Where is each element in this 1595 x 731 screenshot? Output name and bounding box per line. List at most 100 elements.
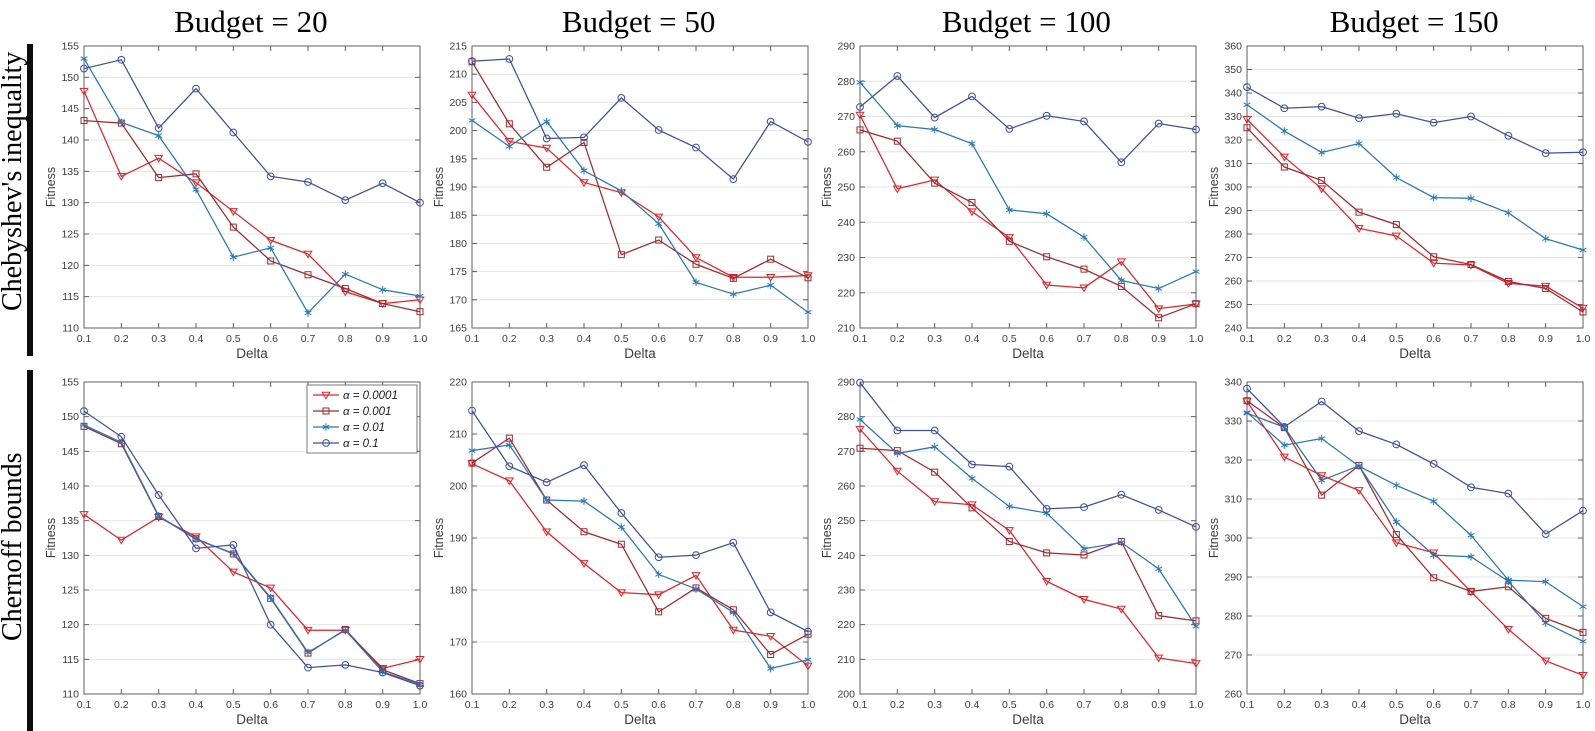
chart-title-budget-50: Budget = 50 bbox=[561, 4, 716, 39]
x-axis-label: Delta bbox=[236, 346, 268, 361]
series-line bbox=[468, 116, 812, 317]
spacer bbox=[820, 362, 1208, 376]
x-axis-label: Delta bbox=[624, 346, 656, 361]
svg-text:0.2: 0.2 bbox=[502, 699, 517, 711]
svg-text:210: 210 bbox=[449, 69, 467, 81]
svg-text:130: 130 bbox=[61, 197, 79, 209]
svg-text:0.2: 0.2 bbox=[114, 699, 129, 711]
svg-text:160: 160 bbox=[449, 689, 467, 701]
chart-title-budget-20: Budget = 20 bbox=[174, 4, 328, 39]
series-line bbox=[80, 421, 424, 689]
svg-text:0.6: 0.6 bbox=[1427, 333, 1442, 345]
x-axis-label: Delta bbox=[1012, 712, 1044, 727]
svg-text:0.1: 0.1 bbox=[77, 333, 92, 345]
svg-text:0.3: 0.3 bbox=[927, 699, 942, 711]
series-line bbox=[1242, 116, 1588, 313]
plot-chernoff-budget-20: 0.1 0.2 0.3 0.4 0.5 0.6 0.7 0.8 0.9 1.0 110 115 120 1… bbox=[44, 376, 432, 728]
plot-chernoff-budget-100: 0.1 0.2 0.3 0.4 0.5 0.6 0.7 0.8 0.9 1.0 200 210 220 2… bbox=[820, 376, 1208, 728]
svg-text:230: 230 bbox=[837, 585, 855, 597]
y-axis-label: Fitness bbox=[1207, 167, 1221, 207]
svg-text:0.3: 0.3 bbox=[151, 699, 166, 711]
svg-text:1.0: 1.0 bbox=[413, 699, 428, 711]
series-line bbox=[80, 55, 424, 207]
svg-text:0.5: 0.5 bbox=[226, 699, 241, 711]
svg-text:140: 140 bbox=[61, 135, 79, 147]
chart-chebyshev-budget-150: Budget = 150 0.1 0.2 0.3 0.4 0.5 0.6 0.7 0.8 0.9… bbox=[1207, 0, 1595, 362]
svg-text:0.8: 0.8 bbox=[726, 699, 741, 711]
svg-text:0.4: 0.4 bbox=[1352, 333, 1367, 345]
row-label-gutter: Chebyshev's inequality Chernoff bounds bbox=[0, 0, 44, 731]
series-line bbox=[1243, 397, 1587, 636]
y-axis-label: Fitness bbox=[432, 167, 446, 207]
plot-canvas: 0.1 0.2 0.3 0.4 0.5 0.6 0.7 0.8 0.9 1.0 210 220 230 2… bbox=[820, 41, 1203, 362]
svg-text:220: 220 bbox=[837, 287, 855, 299]
svg-text:270: 270 bbox=[1225, 650, 1243, 662]
chart-chebyshev-budget-20: Budget = 20 0.1 0.2 0.3 0.4 0.5 0.6 0.7 0.8 0.9 1… bbox=[44, 0, 432, 362]
series-line bbox=[1243, 408, 1587, 611]
svg-text:200: 200 bbox=[449, 481, 467, 493]
svg-text:290: 290 bbox=[1225, 572, 1243, 584]
svg-text:0.8: 0.8 bbox=[338, 699, 353, 711]
svg-text:0.6: 0.6 bbox=[1039, 333, 1054, 345]
legend-item-label: α = 0.001 bbox=[343, 406, 391, 418]
svg-text:0.4: 0.4 bbox=[964, 333, 979, 345]
svg-text:145: 145 bbox=[61, 103, 79, 115]
plot-chebyshev-budget-20: 0.1 0.2 0.3 0.4 0.5 0.6 0.7 0.8 0.9 1.0 110 115 120 1… bbox=[44, 40, 432, 362]
y-axis-label: Fitness bbox=[820, 518, 834, 558]
svg-text:280: 280 bbox=[1225, 611, 1243, 623]
row-rule-top bbox=[27, 44, 33, 356]
chart-title-budget-100: Budget = 100 bbox=[941, 4, 1111, 39]
x-axis-label: Delta bbox=[1399, 346, 1431, 361]
row-label-chebyshev-cell: Chebyshev's inequality bbox=[0, 0, 44, 362]
svg-text:0.4: 0.4 bbox=[576, 333, 591, 345]
series-line bbox=[468, 434, 812, 658]
plot-canvas: 0.1 0.2 0.3 0.4 0.5 0.6 0.7 0.8 0.9 1.0 110 115 120 1… bbox=[44, 377, 428, 728]
series-line bbox=[79, 511, 425, 673]
svg-text:260: 260 bbox=[837, 481, 855, 493]
svg-text:240: 240 bbox=[837, 550, 855, 562]
svg-text:250: 250 bbox=[1225, 299, 1243, 311]
svg-text:0.1: 0.1 bbox=[464, 333, 479, 345]
svg-text:220: 220 bbox=[837, 619, 855, 631]
svg-text:1.0: 1.0 bbox=[1576, 333, 1591, 345]
svg-text:0.8: 0.8 bbox=[1114, 333, 1129, 345]
svg-text:260: 260 bbox=[1225, 689, 1243, 701]
svg-text:0.4: 0.4 bbox=[964, 699, 979, 711]
series-line bbox=[855, 415, 1200, 631]
svg-text:125: 125 bbox=[61, 229, 79, 241]
svg-text:0.1: 0.1 bbox=[852, 699, 867, 711]
svg-text:320: 320 bbox=[1225, 455, 1243, 467]
svg-text:290: 290 bbox=[837, 41, 855, 53]
svg-text:175: 175 bbox=[449, 266, 467, 278]
svg-text:0.2: 0.2 bbox=[1277, 699, 1292, 711]
series-line bbox=[855, 78, 1200, 293]
chart-chernoff-budget-100: 0.1 0.2 0.3 0.4 0.5 0.6 0.7 0.8 0.9 1.0 200 210 220 2… bbox=[820, 362, 1208, 731]
plot-chebyshev-budget-100: 0.1 0.2 0.3 0.4 0.5 0.6 0.7 0.8 0.9 1.0 210 220 230 2… bbox=[820, 40, 1208, 362]
series-line bbox=[1243, 100, 1587, 254]
svg-text:0.3: 0.3 bbox=[927, 333, 942, 345]
svg-text:210: 210 bbox=[449, 429, 467, 441]
svg-text:350: 350 bbox=[1225, 64, 1243, 76]
svg-text:115: 115 bbox=[62, 291, 79, 303]
svg-text:0.5: 0.5 bbox=[1389, 699, 1404, 711]
svg-text:280: 280 bbox=[837, 76, 855, 88]
row-rule-bottom bbox=[27, 370, 33, 731]
series-line bbox=[1243, 124, 1587, 316]
svg-text:210: 210 bbox=[837, 323, 855, 335]
svg-text:215: 215 bbox=[449, 41, 467, 53]
svg-text:0.7: 0.7 bbox=[688, 333, 703, 345]
svg-text:0.8: 0.8 bbox=[1501, 333, 1516, 345]
svg-text:310: 310 bbox=[1225, 158, 1243, 170]
y-axis-label: Fitness bbox=[820, 167, 834, 207]
chart-title-budget-150: Budget = 150 bbox=[1329, 4, 1499, 39]
svg-text:220: 220 bbox=[449, 377, 467, 389]
svg-text:0.7: 0.7 bbox=[301, 699, 316, 711]
svg-text:170: 170 bbox=[449, 637, 467, 649]
svg-text:250: 250 bbox=[837, 182, 855, 194]
svg-text:190: 190 bbox=[449, 182, 467, 194]
svg-text:140: 140 bbox=[61, 481, 79, 493]
svg-text:0.8: 0.8 bbox=[1501, 699, 1516, 711]
charts-grid: Budget = 20 0.1 0.2 0.3 0.4 0.5 0.6 0.7 0.8 0.9 1… bbox=[44, 0, 1595, 731]
series-line bbox=[467, 55, 812, 184]
